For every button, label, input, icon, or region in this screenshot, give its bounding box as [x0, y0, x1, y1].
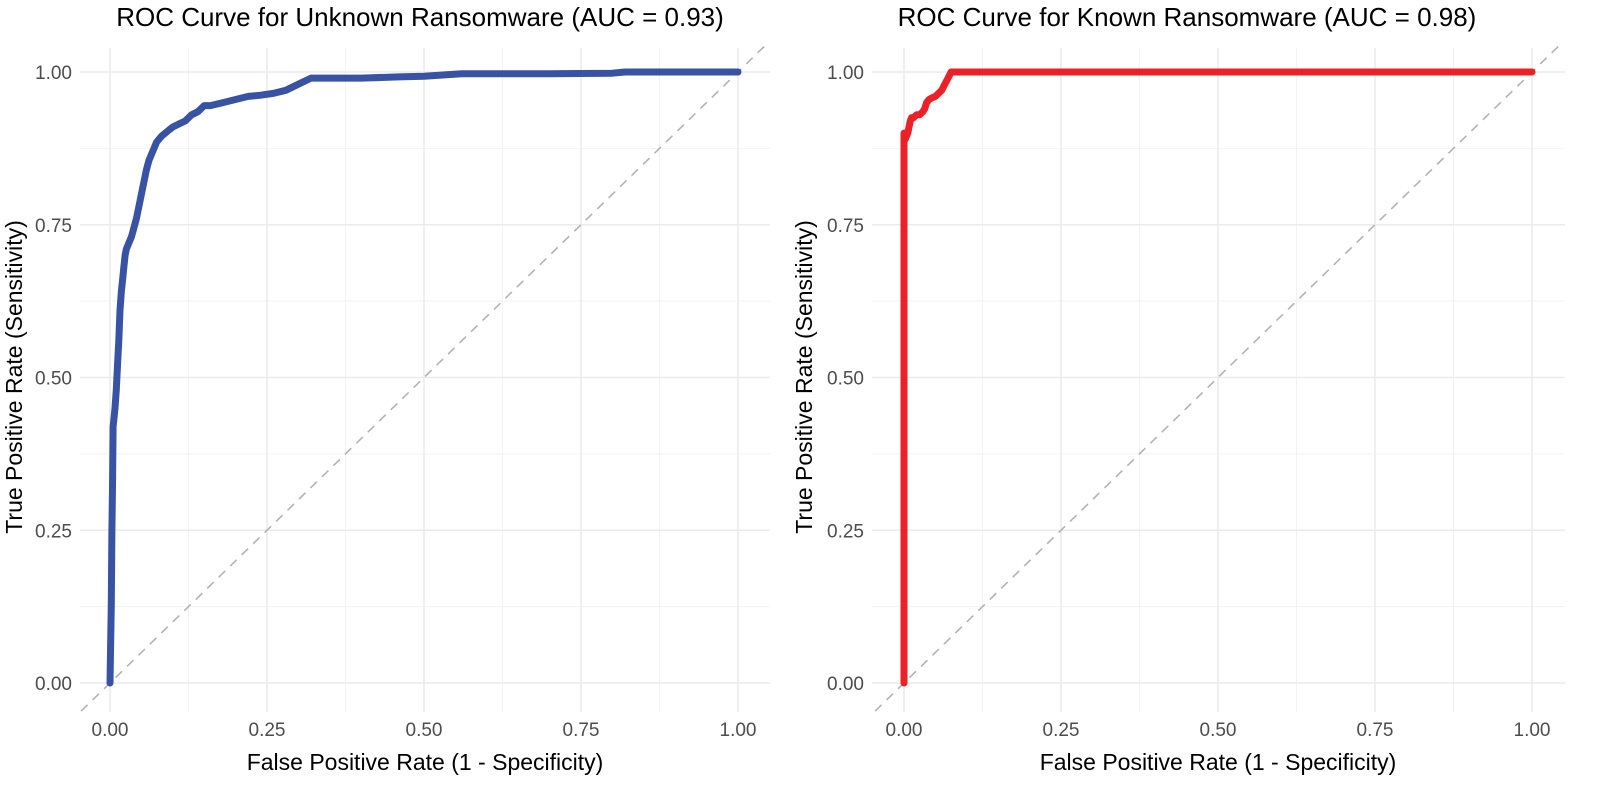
x-axis-label-known: False Positive Rate (1 - Specificity): [1040, 749, 1397, 775]
y-tick-label: 1.00: [35, 63, 72, 84]
roc-curve-unknown: [106, 68, 742, 687]
x-tick-labels-known: 0.00 0.25 0.50 0.75 1.00: [886, 720, 1551, 741]
y-tick-label: 0.50: [827, 369, 864, 390]
y-tick-labels-unknown: 0.00 0.25 0.50 0.75 1.00: [35, 63, 72, 695]
x-tick-label: 0.25: [1043, 720, 1080, 741]
x-tick-label: 0.00: [92, 720, 129, 741]
x-tick-label: 0.00: [886, 720, 923, 741]
roc-series-known: [900, 68, 1536, 687]
chart-title-known: ROC Curve for Known Ransomware (AUC = 0.…: [898, 2, 1477, 32]
x-tick-label: 0.50: [406, 720, 443, 741]
y-axis-label-unknown: True Positive Rate (Sensitivity): [1, 220, 27, 534]
x-tick-label: 0.75: [1357, 720, 1394, 741]
y-tick-label: 0.00: [35, 674, 72, 695]
y-tick-labels-known: 0.00 0.25 0.50 0.75 1.00: [827, 63, 864, 695]
grid-known: [872, 48, 1565, 712]
grid-unknown: [80, 48, 770, 712]
y-tick-label: 0.75: [35, 216, 72, 237]
y-tick-label: 0.00: [827, 674, 864, 695]
y-tick-label: 0.50: [35, 369, 72, 390]
y-tick-label: 0.25: [827, 521, 864, 542]
x-tick-label: 1.00: [720, 720, 757, 741]
y-axis-label-known: True Positive Rate (Sensitivity): [791, 220, 817, 534]
y-tick-label: 0.75: [827, 216, 864, 237]
x-tick-label: 0.50: [1200, 720, 1237, 741]
x-tick-labels-unknown: 0.00 0.25 0.50 0.75 1.00: [92, 720, 757, 741]
roc-panel-known: 0.00 0.25 0.50 0.75 1.00 0.00 0.25 0.50 0.75 1.0…: [791, 2, 1565, 775]
roc-series-unknown: [106, 68, 742, 687]
roc-curve-known: [900, 68, 1536, 687]
x-tick-label: 0.25: [249, 720, 286, 741]
x-axis-label-unknown: False Positive Rate (1 - Specificity): [247, 749, 604, 775]
y-tick-label: 1.00: [827, 63, 864, 84]
roc-panel-unknown: 0.00 0.25 0.50 0.75 1.00 0.00 0.25 0.50 0.75 1.0…: [1, 2, 770, 775]
chart-title-unknown: ROC Curve for Unknown Ransomware (AUC = …: [116, 2, 724, 32]
y-tick-label: 0.25: [35, 521, 72, 542]
x-tick-label: 0.75: [563, 720, 600, 741]
x-tick-label: 1.00: [1514, 720, 1551, 741]
